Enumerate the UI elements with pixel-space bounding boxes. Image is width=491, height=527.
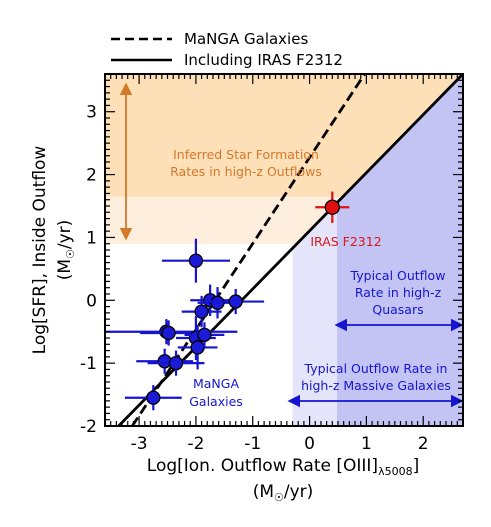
svg-text:(M☉/yr): (M☉/yr) xyxy=(253,482,314,504)
x-axis-unit-end: /yr) xyxy=(284,482,313,502)
x-axis-title: Log[Ion. Outflow Rate [OIII]λ5008] (M☉/y… xyxy=(147,456,419,504)
x-axis-title-subscript: λ5008 xyxy=(378,465,413,478)
manga-point-4 xyxy=(140,320,198,346)
y-axis-unit-sun: ☉ xyxy=(64,249,77,259)
manga-annotation-line1: MaNGA xyxy=(193,376,239,391)
manga-point-12-marker xyxy=(197,327,212,343)
annotations: Inferred Star Formation Rates in high-z … xyxy=(119,82,464,409)
manga-annotation-line2: Galaxies xyxy=(189,394,243,409)
legend: MaNGA Galaxies Including IRAS F2312 xyxy=(111,30,343,69)
y-axis-title: Log[SFR], Inside Outflow (M☉/yr) xyxy=(30,146,77,355)
y-tick-label: 0 xyxy=(86,291,97,311)
x-tick-label: -1 xyxy=(244,434,261,454)
manga-point-4-marker xyxy=(161,325,176,341)
x-axis-unit-sun: ☉ xyxy=(274,491,284,504)
axis-ticks: -3 -2 -1 0 1 2 -2 -1 0 1 2 3 xyxy=(80,73,464,454)
iras-label: IRAS F2312 xyxy=(310,234,381,249)
massive-annotation-line2: high-z Massive Galaxies xyxy=(301,378,451,393)
manga-point-5-marker xyxy=(188,253,204,268)
manga-point-2-marker xyxy=(168,355,184,371)
quasar-outflow-region xyxy=(336,74,463,426)
manga-point-1 xyxy=(136,348,194,374)
data-points xyxy=(105,191,350,411)
sf-annotation-line1: Inferred Star Formation xyxy=(173,147,319,162)
manga-point-9-marker xyxy=(228,294,243,309)
manga-point-8-marker xyxy=(210,295,225,310)
y-tick-label: -2 xyxy=(80,417,97,437)
manga-point-9 xyxy=(207,288,265,315)
massive-annotation-line1: Typical Outflow Rate in xyxy=(304,361,448,376)
massive-galaxy-outflow-region xyxy=(292,202,337,426)
x-axis-title-close: ] xyxy=(413,456,420,476)
manga-point-11-marker xyxy=(190,340,205,355)
legend-label-including: Including IRAS F2312 xyxy=(184,51,343,69)
manga-point-0-marker xyxy=(146,390,161,405)
manga-point-6-marker xyxy=(194,304,209,319)
x-tick-label: -3 xyxy=(131,434,148,454)
iras-point-marker xyxy=(324,199,340,215)
quasar-annotation-line3: Quasars xyxy=(372,302,423,317)
y-tick-label: 2 xyxy=(86,166,97,186)
y-axis-unit-end: /yr) xyxy=(55,220,75,249)
manga-fit-line xyxy=(131,74,366,426)
x-axis-title-main: Log[Ion. Outflow Rate [OIII] xyxy=(147,456,378,476)
manga-point-5 xyxy=(161,238,231,283)
svg-text:(M☉/yr): (M☉/yr) xyxy=(55,220,77,281)
y-tick-label: -1 xyxy=(80,354,97,374)
sf-annotation-line2: Rates in high-z Outflows xyxy=(170,164,322,179)
svg-text:Log[Ion. Outflow Rate [OIII]λ5: Log[Ion. Outflow Rate [OIII]λ5008] xyxy=(147,456,419,478)
legend-label-manga: MaNGA Galaxies xyxy=(184,30,308,48)
manga-point-2 xyxy=(147,350,205,376)
manga-point-12 xyxy=(184,322,225,348)
manga-point-0 xyxy=(124,385,182,411)
x-axis-unit-pre: (M xyxy=(253,482,274,502)
y-axis-title-main: Log[SFR], Inside Outflow xyxy=(30,146,50,355)
quasar-annotation-line2: Rate in high-z xyxy=(355,285,442,300)
y-tick-label: 1 xyxy=(86,228,97,248)
y-tick-label: 3 xyxy=(86,103,97,123)
quasar-annotation-line1: Typical Outflow xyxy=(350,268,446,283)
iras-point xyxy=(315,191,350,223)
x-tick-label: 0 xyxy=(304,434,315,454)
x-tick-label: -2 xyxy=(187,434,204,454)
x-tick-label: 1 xyxy=(361,434,372,454)
y-axis-unit-pre: (M xyxy=(55,259,75,280)
x-tick-label: 2 xyxy=(418,434,429,454)
regions xyxy=(105,74,463,426)
